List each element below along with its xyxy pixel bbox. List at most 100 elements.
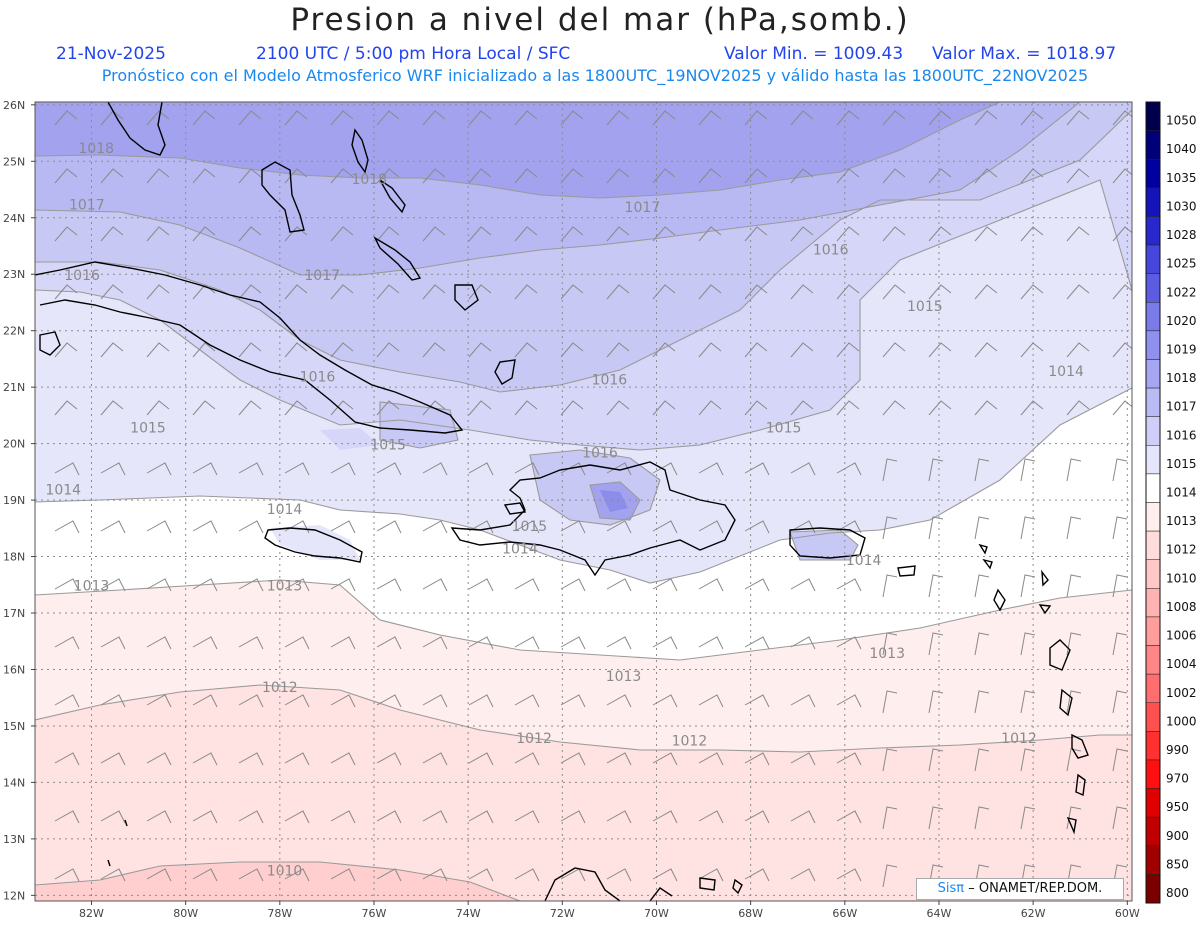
wind-barb: [1112, 516, 1128, 540]
wind-barb: [928, 458, 944, 482]
colorbar-label: 850: [1166, 857, 1189, 871]
jamaica-outline: [264, 527, 363, 563]
inagua-outline: [454, 284, 479, 311]
colorbar-label: 1035: [1166, 171, 1197, 185]
wind-barb: [1020, 110, 1044, 126]
wind-barb: [284, 578, 310, 592]
wind-barb: [1066, 342, 1090, 358]
wind-barb: [882, 226, 906, 242]
wind-barb: [238, 636, 264, 650]
wind-barb: [146, 810, 172, 824]
isobar-label: 1015: [130, 420, 166, 436]
colorbar-swatch: [1145, 473, 1161, 503]
wind-barb: [1020, 342, 1044, 358]
wind-barb: [560, 578, 586, 592]
wind-barb: [54, 462, 80, 476]
wind-barb: [376, 520, 402, 534]
wind-barb: [652, 520, 678, 534]
colombia-islands-outline: [107, 819, 128, 867]
wind-barb: [882, 864, 898, 888]
wind-barb: [928, 574, 944, 598]
wind-barb: [882, 110, 906, 126]
wind-barb: [238, 694, 264, 708]
isobar-label: 1012: [672, 734, 708, 750]
colorbar-label: 1020: [1166, 314, 1197, 328]
wind-barb: [836, 578, 862, 592]
wind-barb: [606, 400, 630, 416]
hispaniola-outline: [450, 461, 736, 577]
wind-barb: [928, 690, 944, 714]
wind-barb: [284, 868, 310, 882]
lat-label: 24N: [3, 212, 25, 225]
gonave-outline: [503, 502, 527, 515]
colorbar-swatch: [1145, 702, 1161, 732]
puerto-rico-outline: [789, 527, 866, 559]
wind-barb: [928, 748, 944, 772]
colorbar-label: 990: [1166, 743, 1189, 757]
wind-barb: [468, 168, 492, 184]
isobar-label: 1016: [300, 370, 336, 386]
colorbar-label: 1002: [1166, 686, 1197, 700]
wind-barb: [54, 868, 80, 882]
wind-barb: [376, 400, 400, 416]
wind-barb: [790, 868, 816, 882]
wind-barb: [928, 168, 952, 184]
wind-barb: [422, 284, 446, 300]
wind-barb: [606, 810, 632, 824]
wind-barb: [192, 520, 218, 534]
wind-barb: [192, 110, 216, 126]
wind-barb: [514, 342, 538, 358]
sispi-logo: Sisπ: [937, 881, 965, 896]
wind-barb: [1066, 806, 1082, 830]
wind-barb: [192, 342, 216, 358]
wind-barb: [54, 226, 78, 242]
lat-label: 15N: [3, 720, 25, 733]
wind-barb: [1066, 284, 1090, 300]
wind-barb: [790, 110, 814, 126]
isobar-label: 1013: [869, 646, 905, 662]
wind-barb: [836, 636, 862, 650]
lon-label: 82W: [79, 907, 104, 920]
lon-label: 70W: [644, 907, 669, 920]
wind-barb: [606, 342, 630, 358]
lon-label: 78W: [267, 907, 292, 920]
wind-barb: [468, 578, 494, 592]
wind-barb: [514, 752, 540, 766]
wind-barb: [652, 694, 678, 708]
wind-barb: [882, 342, 906, 358]
wind-barb: [790, 752, 816, 766]
isobar-label: 1012: [1001, 731, 1037, 747]
wind-barb: [100, 810, 126, 824]
colorbar-label: 1018: [1166, 371, 1197, 385]
colorbar-swatch: [1145, 731, 1161, 761]
wind-barb: [422, 342, 446, 358]
wind-barb: [698, 694, 724, 708]
wind-barb: [1020, 748, 1036, 772]
wind-barb: [192, 462, 218, 476]
wind-barb: [744, 110, 768, 126]
colorbar-swatch: [1145, 816, 1161, 847]
wind-barb: [790, 636, 816, 650]
lat-label: 18N: [3, 551, 25, 564]
wind-barb: [468, 520, 494, 534]
wind-barb: [100, 578, 126, 592]
credit-box: Sisπ – ONAMET/REP.DOM.: [916, 878, 1124, 900]
wind-barb: [698, 110, 722, 126]
wind-barb: [514, 810, 540, 824]
colorbar-swatch: [1145, 559, 1161, 589]
latitude-labels: 26N 25N 24N 23N 22N 21N 20N 19N 18N 17N 16N 15N 14N 1…: [3, 99, 35, 902]
wind-barb: [514, 868, 540, 882]
wind-barb: [606, 636, 632, 650]
colorbar-label: 1014: [1166, 486, 1197, 500]
wind-barb: [882, 284, 906, 300]
wind-barb: [146, 284, 170, 300]
wind-barb: [422, 868, 448, 882]
wind-barb: [606, 284, 630, 300]
wind-barb: [974, 516, 990, 540]
wind-barb: [836, 462, 862, 476]
wind-barb: [744, 636, 770, 650]
wind-barb: [744, 578, 770, 592]
wind-barb: [652, 284, 676, 300]
wind-barb: [652, 342, 676, 358]
